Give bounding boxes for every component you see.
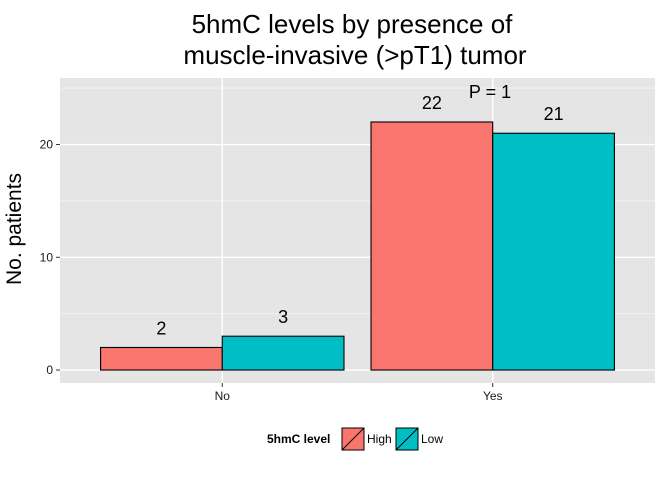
data-label-low-yes: 21 (544, 104, 564, 124)
data-label-high-no: 2 (156, 318, 166, 338)
bars (100, 121, 615, 371)
x-tick-label: Yes (483, 389, 503, 403)
y-tick-label: 20 (40, 138, 54, 152)
bar-low-yes (492, 132, 615, 371)
chart-title-line-1: 5hmC levels by presence of (192, 9, 514, 39)
legend-label-high: High (367, 432, 392, 446)
legend-title: 5hmC level (267, 432, 330, 446)
y-tick-label: 0 (46, 363, 53, 377)
x-tick-label: No (215, 389, 231, 403)
bar-high-no (100, 346, 223, 371)
legend-label-low: Low (421, 432, 443, 446)
chart-title-line-2: muscle-invasive (>pT1) tumor (183, 40, 526, 70)
bar-low-no (221, 335, 345, 371)
legend-slash-low (395, 427, 419, 451)
data-label-high-yes: 22 (422, 93, 442, 113)
legend: 5hmC level High Low (267, 426, 443, 452)
y-axis-label: No. patients (3, 173, 26, 285)
bar-high-yes (370, 121, 494, 371)
data-label-low-no: 3 (278, 307, 288, 327)
legend-slash-high (341, 427, 365, 451)
legend-item-low: Low (394, 426, 443, 452)
y-tick-label: 10 (40, 250, 54, 264)
legend-item-high: High (340, 426, 392, 452)
axes: 0 10 20 No Yes (40, 138, 503, 403)
p-value-annotation: P = 1 (469, 82, 511, 102)
